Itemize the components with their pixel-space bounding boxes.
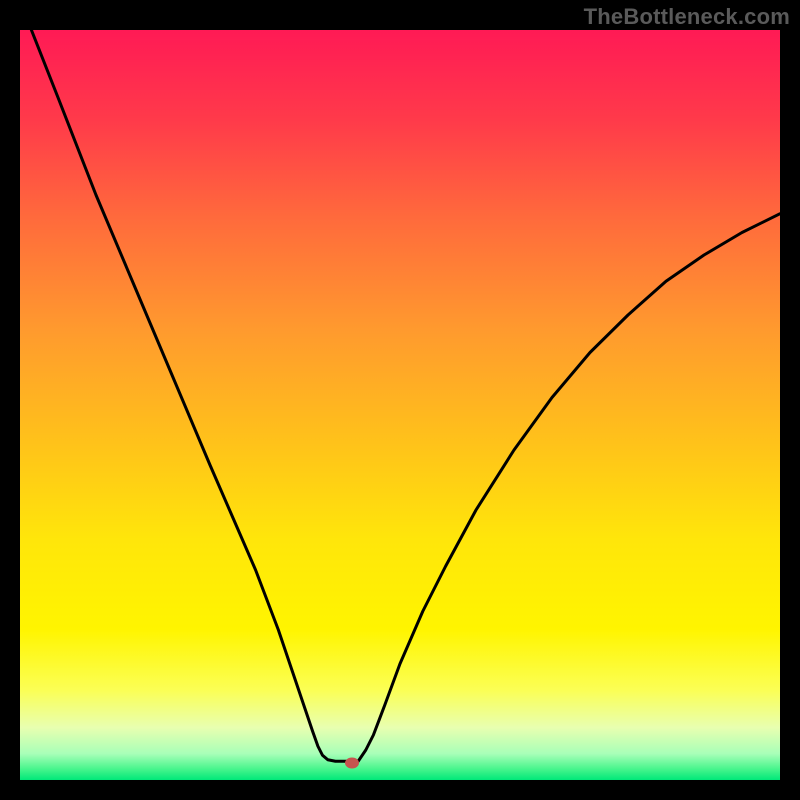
chart-container: TheBottleneck.com [0, 0, 800, 800]
bottleneck-curve [20, 30, 780, 780]
minimum-marker-icon [345, 757, 359, 768]
watermark-label: TheBottleneck.com [584, 4, 790, 30]
plot-area [20, 30, 780, 780]
